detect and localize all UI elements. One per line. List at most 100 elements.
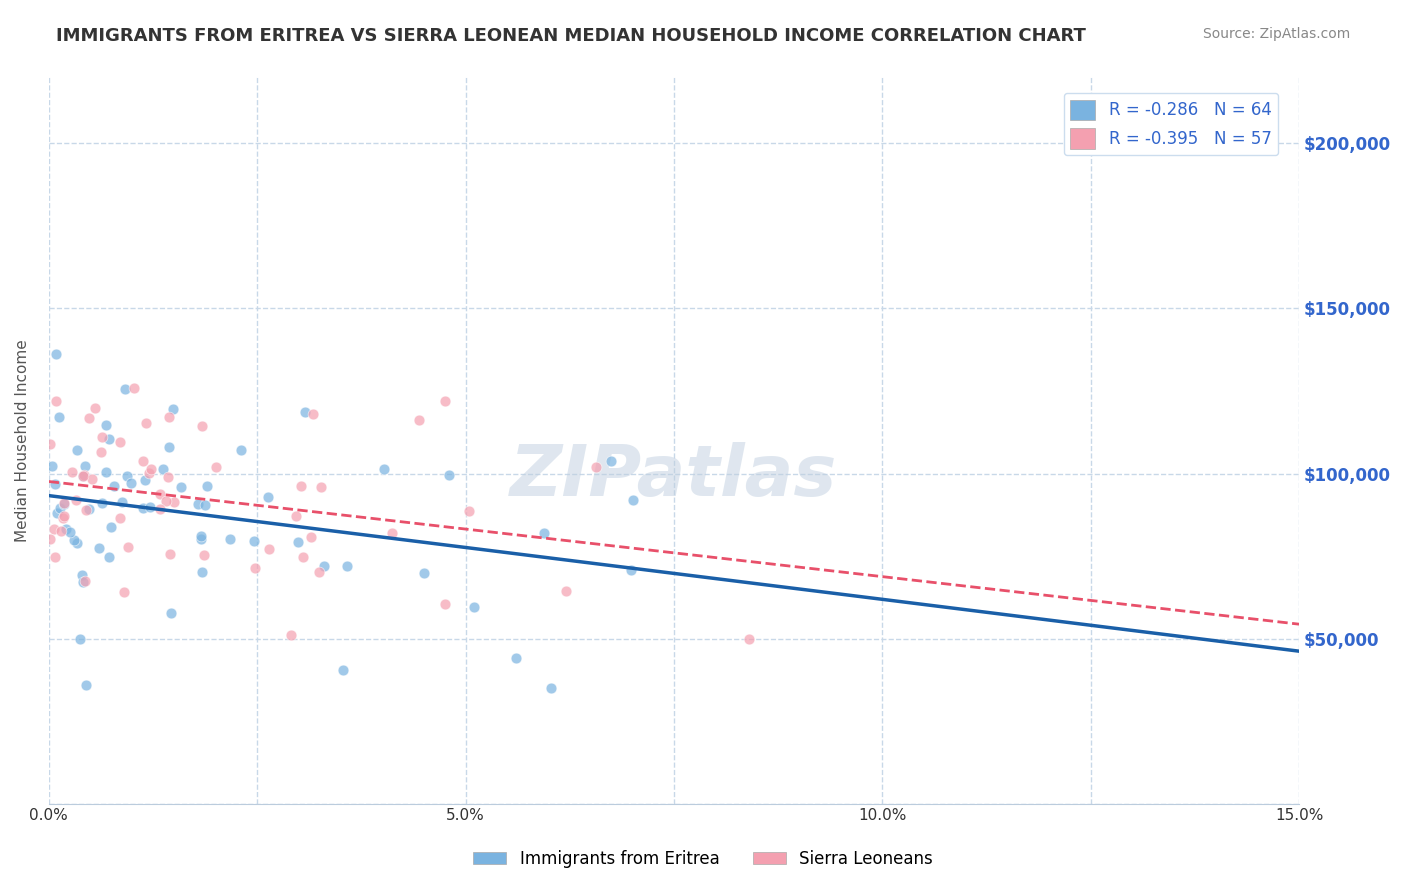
Point (291, 550, 314, 565)
Point (139, 500, 162, 514)
Point (53, 497, 76, 511)
Point (70, 568, 93, 582)
Point (90, 496, 112, 510)
Point (139, 461, 162, 475)
Point (72, 469, 94, 483)
Point (135, 416, 157, 430)
Point (111, 495, 134, 509)
Point (45, 347, 67, 361)
Point (94, 418, 117, 433)
Point (75, 458, 97, 473)
Legend: Immigrants from Eritrea, Sierra Leoneans: Immigrants from Eritrea, Sierra Leoneans (467, 844, 939, 875)
Point (73, 574, 96, 589)
Point (408, 412, 430, 426)
Point (103, 479, 125, 493)
Point (83, 401, 105, 415)
Point (194, 498, 217, 512)
Point (229, 443, 252, 458)
Point (114, 382, 136, 396)
Point (66, 442, 89, 457)
Point (243, 533, 266, 548)
Point (160, 607, 183, 621)
Point (149, 501, 172, 516)
Text: Source: ZipAtlas.com: Source: ZipAtlas.com (1202, 27, 1350, 41)
Point (285, 508, 308, 523)
Point (132, 501, 155, 516)
Point (190, 529, 212, 543)
Point (585, 460, 607, 475)
Point (163, 494, 186, 508)
Point (157, 409, 180, 424)
Point (191, 566, 214, 580)
Point (155, 494, 177, 508)
Point (434, 597, 457, 611)
Point (41, 459, 63, 474)
Point (195, 478, 218, 492)
Point (299, 530, 322, 544)
Point (122, 380, 145, 394)
Point (108, 434, 131, 449)
Point (48, 409, 70, 424)
Point (463, 600, 485, 615)
Point (157, 470, 180, 484)
Point (335, 559, 357, 574)
Point (308, 565, 330, 579)
Point (314, 558, 336, 573)
Legend: R = -0.286   N = 64, R = -0.395   N = 57: R = -0.286 N = 64, R = -0.395 N = 57 (1063, 93, 1278, 155)
Point (75, 678, 97, 692)
Point (434, 394, 457, 409)
Point (75, 503, 97, 517)
Point (540, 681, 562, 695)
Point (82, 472, 104, 486)
Point (162, 401, 184, 416)
Point (90, 430, 112, 444)
Point (66, 536, 89, 550)
Point (62, 533, 84, 548)
Point (280, 628, 302, 642)
Point (38, 437, 60, 451)
Point (332, 663, 354, 677)
Text: ZIPatlas: ZIPatlas (510, 442, 838, 511)
Point (112, 585, 135, 599)
Point (44, 476, 66, 491)
Point (738, 632, 761, 646)
Point (96, 465, 118, 479)
Point (72, 468, 94, 483)
Point (49, 524, 72, 538)
Point (98, 550, 121, 565)
Point (505, 650, 527, 665)
Point (190, 532, 212, 546)
Point (187, 498, 209, 512)
Point (437, 468, 460, 483)
Point (620, 563, 643, 577)
Point (73, 467, 96, 482)
Point (77, 410, 100, 425)
Point (53, 508, 76, 523)
Point (169, 480, 191, 494)
Text: IMMIGRANTS FROM ERITREA VS SIERRA LEONEAN MEDIAN HOUSEHOLD INCOME CORRELATION CH: IMMIGRANTS FROM ERITREA VS SIERRA LEONEA… (56, 27, 1085, 45)
Point (457, 504, 479, 518)
Point (311, 480, 333, 494)
Point (87, 541, 110, 555)
Point (134, 473, 156, 487)
Point (413, 566, 436, 580)
Point (69, 632, 91, 646)
Point (381, 525, 404, 540)
Point (621, 493, 644, 508)
Point (117, 540, 139, 554)
Point (205, 459, 228, 474)
Point (65, 492, 87, 507)
Point (115, 469, 138, 483)
Point (98, 433, 121, 447)
Point (302, 407, 325, 421)
Point (218, 532, 240, 546)
Point (287, 534, 309, 549)
Point (42, 522, 65, 536)
Point (52, 511, 75, 525)
Point (90, 445, 112, 459)
Point (257, 542, 280, 557)
Point (191, 419, 214, 434)
Point (60, 465, 83, 479)
Point (100, 520, 122, 534)
Point (138, 466, 160, 480)
